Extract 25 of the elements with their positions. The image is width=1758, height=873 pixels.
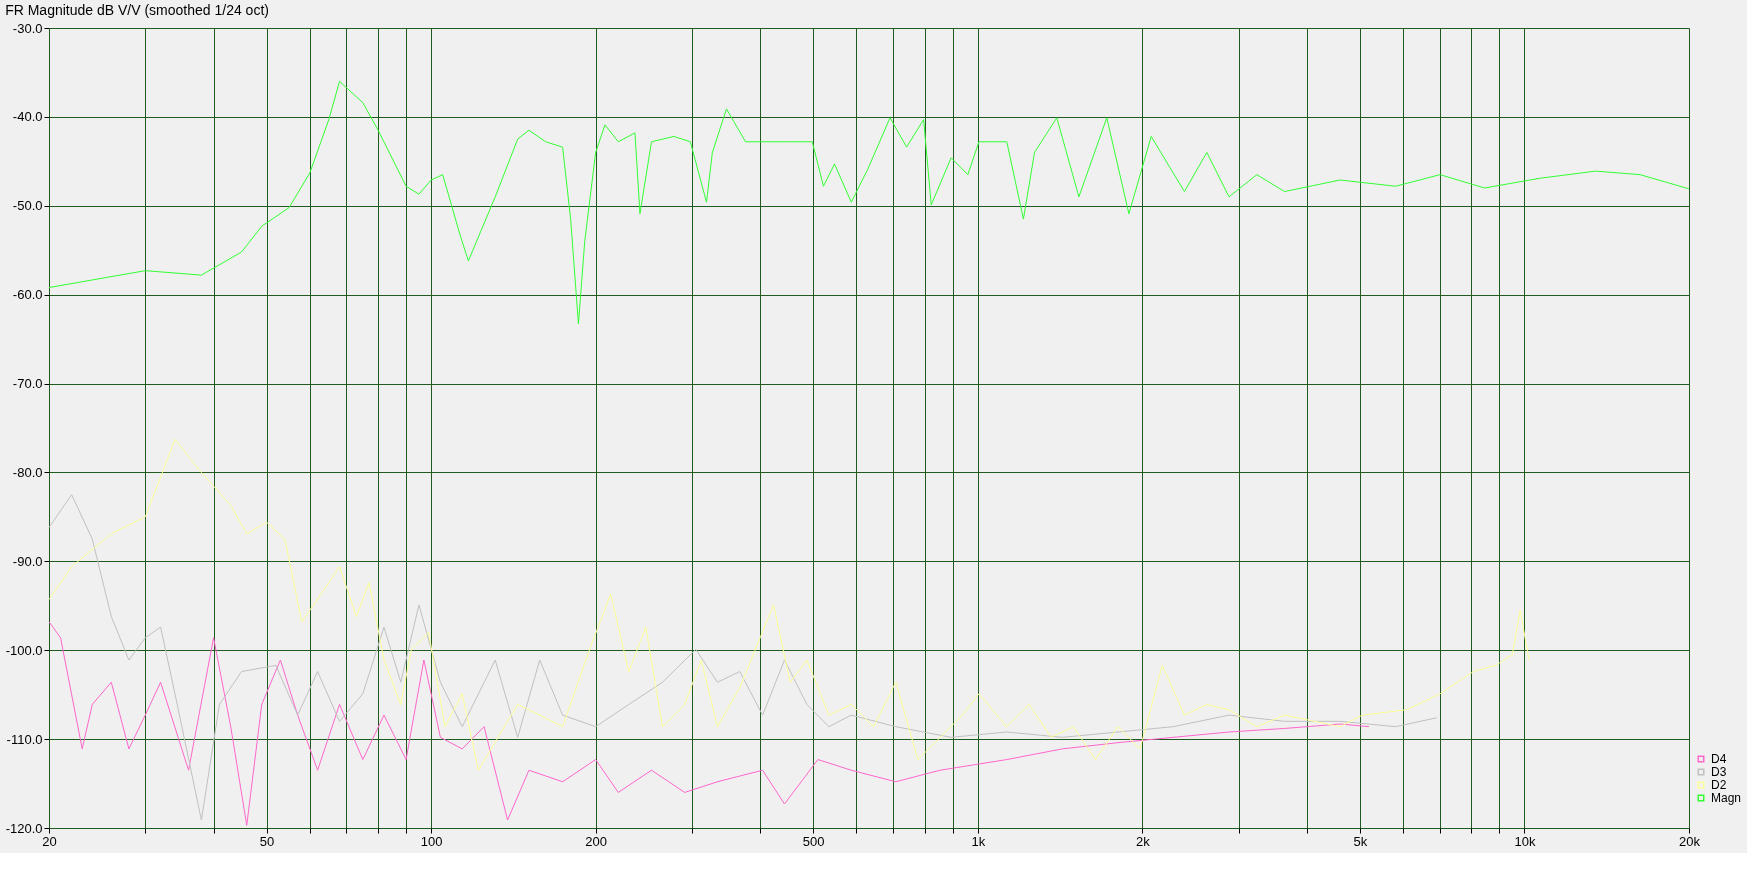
x-tick-label: 200	[585, 833, 608, 849]
x-tick-label: 2k	[1135, 833, 1151, 849]
legend-label: D2	[1711, 778, 1727, 792]
legend-label: D4	[1711, 752, 1727, 766]
y-tick-label: -50.0	[12, 198, 43, 214]
legend-label: D3	[1711, 765, 1727, 779]
x-tick-label: 500	[802, 833, 825, 849]
y-tick-label: -40.0	[12, 109, 43, 125]
legend-label: Magn	[1711, 791, 1742, 805]
x-tick-label: 20k	[1679, 833, 1701, 849]
y-tick-label: -30.0	[12, 20, 43, 36]
x-tick-label: 5k	[1353, 833, 1368, 849]
y-tick-label: -100.0	[5, 642, 43, 658]
y-tick-label: -60.0	[12, 287, 43, 303]
y-tick-label: -80.0	[12, 464, 43, 480]
y-tick-label: -90.0	[12, 553, 43, 569]
y-tick-label: -70.0	[12, 376, 43, 392]
x-tick-label: 20	[42, 833, 57, 849]
x-tick-label: 100	[420, 833, 443, 849]
x-tick-label: 10k	[1514, 833, 1536, 849]
chart-title: FR Magnitude dB V/V (smoothed 1/24 oct)	[5, 2, 269, 18]
x-tick-label: 50	[259, 833, 275, 849]
x-tick-label: 1k	[971, 833, 986, 849]
y-tick-label: -110.0	[6, 731, 43, 747]
y-tick-label: -120.0	[5, 820, 43, 836]
